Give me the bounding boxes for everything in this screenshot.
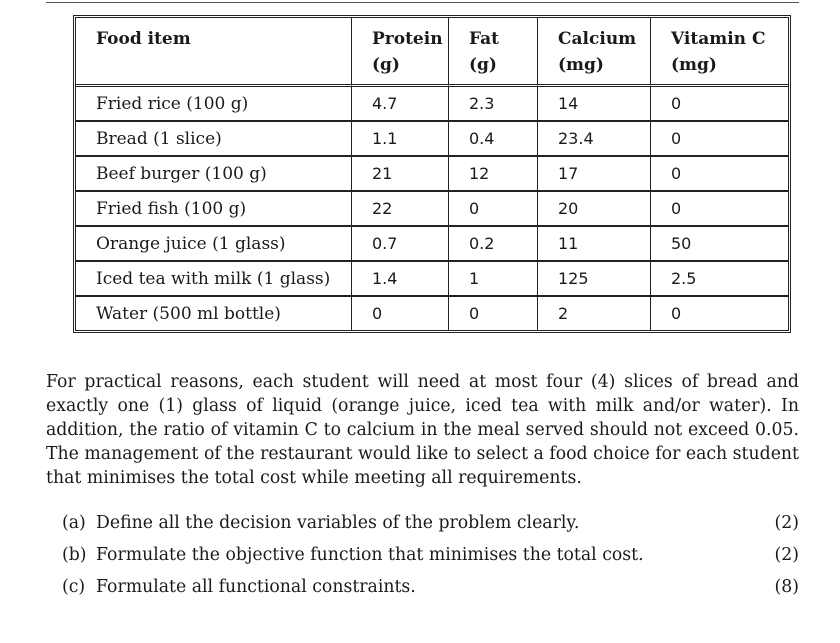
cell-food: Fried rice (100 g) — [76, 87, 352, 122]
cell-food: Beef burger (100 g) — [76, 157, 352, 192]
header-protein: Protein (g) — [352, 18, 449, 87]
cell-food: Orange juice (1 glass) — [76, 227, 352, 262]
cell-calcium: 23.4 — [538, 122, 651, 157]
table-row: Fried rice (100 g) 4.7 2.3 14 0 — [76, 87, 788, 122]
cell-protein: 1.4 — [352, 262, 449, 297]
question-text: Define all the decision variables of the… — [96, 513, 580, 533]
question-item: (c) Formulate all functional constraints… — [46, 574, 799, 606]
table-row: Bread (1 slice) 1.1 0.4 23.4 0 — [76, 122, 788, 157]
cell-protein: 0.7 — [352, 227, 449, 262]
header-food-item: Food item — [76, 18, 352, 87]
cell-fat: 0 — [449, 192, 538, 227]
cell-protein: 21 — [352, 157, 449, 192]
table-row: Orange juice (1 glass) 0.7 0.2 11 50 — [76, 227, 788, 262]
table-row: Fried fish (100 g) 22 0 20 0 — [76, 192, 788, 227]
cell-protein: 22 — [352, 192, 449, 227]
question-label: (a) — [62, 513, 86, 533]
cell-calcium: 14 — [538, 87, 651, 122]
cell-protein: 0 — [352, 297, 449, 330]
cell-fat: 0.2 — [449, 227, 538, 262]
cell-food: Water (500 ml bottle) — [76, 297, 352, 330]
header-vitamin-c: Vitamin C (mg) — [651, 18, 788, 87]
question-marks: (2) — [774, 545, 799, 565]
problem-paragraph: For practical reasons, each student will… — [46, 372, 799, 488]
cell-fat: 0.4 — [449, 122, 538, 157]
cell-fat: 12 — [449, 157, 538, 192]
question-list: (a) Define all the decision variables of… — [46, 510, 799, 606]
question-label: (b) — [62, 545, 87, 565]
cell-protein: 1.1 — [352, 122, 449, 157]
table-row: Beef burger (100 g) 21 12 17 0 — [76, 157, 788, 192]
cell-vitamin-c: 0 — [651, 122, 788, 157]
cell-calcium: 11 — [538, 227, 651, 262]
table-row: Water (500 ml bottle) 0 0 2 0 — [76, 297, 788, 330]
table-header-row: Food item Protein (g) Fat (g) Calcium (mg) … — [76, 18, 788, 87]
cell-food: Iced tea with milk (1 glass) — [76, 262, 352, 297]
cell-vitamin-c: 0 — [651, 192, 788, 227]
cell-fat: 0 — [449, 297, 538, 330]
top-rule — [46, 2, 799, 3]
question-item: (b) Formulate the objective function tha… — [46, 542, 799, 574]
question-text: Formulate the objective function that mi… — [96, 545, 644, 565]
cell-vitamin-c: 50 — [651, 227, 788, 262]
cell-vitamin-c: 0 — [651, 157, 788, 192]
cell-calcium: 125 — [538, 262, 651, 297]
header-calcium: Calcium (mg) — [538, 18, 651, 87]
cell-protein: 4.7 — [352, 87, 449, 122]
cell-calcium: 20 — [538, 192, 651, 227]
cell-vitamin-c: 2.5 — [651, 262, 788, 297]
cell-calcium: 17 — [538, 157, 651, 192]
cell-fat: 2.3 — [449, 87, 538, 122]
cell-vitamin-c: 0 — [651, 87, 788, 122]
nutrition-table: Food item Protein (g) Fat (g) Calcium (mg) … — [73, 15, 791, 333]
question-marks: (8) — [774, 577, 799, 597]
cell-calcium: 2 — [538, 297, 651, 330]
question-marks: (2) — [774, 513, 799, 533]
question-text: Formulate all functional constraints. — [96, 577, 416, 597]
question-label: (c) — [62, 577, 86, 597]
cell-food: Fried fish (100 g) — [76, 192, 352, 227]
cell-fat: 1 — [449, 262, 538, 297]
cell-food: Bread (1 slice) — [76, 122, 352, 157]
question-item: (a) Define all the decision variables of… — [46, 510, 799, 542]
header-fat: Fat (g) — [449, 18, 538, 87]
cell-vitamin-c: 0 — [671, 304, 682, 323]
table-row: Iced tea with milk (1 glass) 1.4 1 125 2… — [76, 262, 788, 297]
